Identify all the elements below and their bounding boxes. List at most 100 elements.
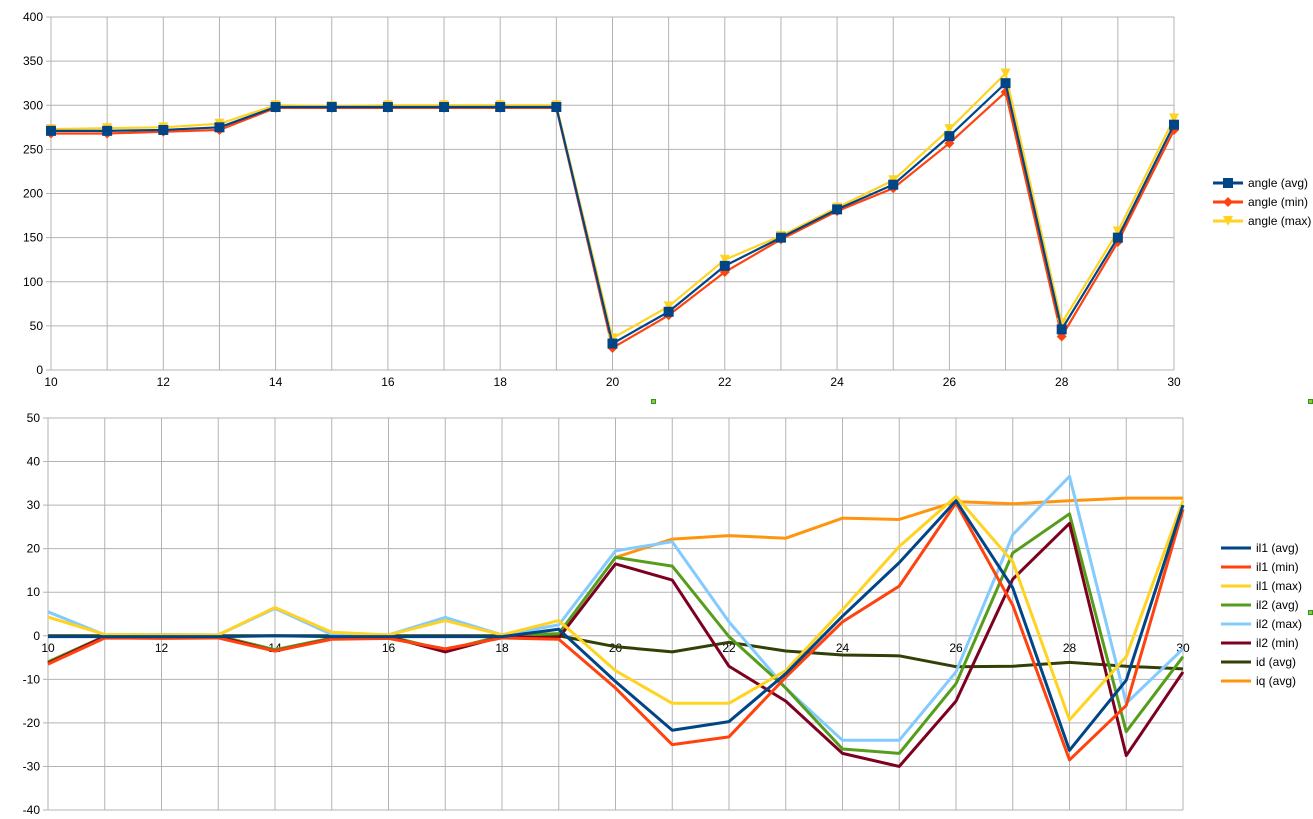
data-point	[1000, 68, 1011, 79]
data-point	[663, 301, 674, 312]
x-tick-label: 18	[494, 375, 508, 389]
x-tick-label: 26	[949, 641, 963, 655]
legend-item: il2 (avg)	[1221, 598, 1299, 612]
legend-item: il2 (max)	[1221, 617, 1302, 631]
x-tick-label: 22	[718, 375, 732, 389]
data-point	[1169, 119, 1179, 130]
x-tick-label: 16	[381, 375, 395, 389]
legend-label: il1 (max)	[1256, 579, 1302, 593]
x-tick-label: 16	[382, 641, 396, 655]
grid	[46, 16, 1175, 371]
y-tick-label: 200	[23, 187, 43, 201]
y-tick-label: 100	[23, 275, 43, 289]
y-tick-label: 250	[23, 142, 43, 156]
legend-item: il1 (avg)	[1221, 541, 1299, 555]
y-tick-label: 10	[27, 585, 41, 599]
selection-handle[interactable]	[1308, 399, 1313, 404]
legend-label: angle (max)	[1248, 214, 1311, 228]
data-point	[1112, 226, 1123, 237]
legend: il1 (avg) il1 (min) il1 (max) il2 (avg) il2 …	[1221, 541, 1302, 688]
data-point	[1056, 324, 1067, 335]
legend-item: il1 (max)	[1221, 579, 1302, 593]
data-point	[551, 102, 562, 113]
series-angle-avg-	[46, 78, 1179, 349]
angle-chart[interactable]: 0 50 100 150 200 250 300 350 400 10 12 14 16 18 20 22 24…	[0, 0, 1313, 400]
legend-item: il1 (min)	[1221, 560, 1299, 574]
y-tick-label: 40	[27, 455, 41, 469]
data-point	[832, 204, 843, 215]
data-point	[944, 131, 955, 142]
data-point	[1112, 232, 1123, 243]
data-point	[888, 179, 899, 190]
legend-marker	[1223, 197, 1233, 207]
x-tick-label: 24	[836, 641, 850, 655]
legend-label: iq (avg)	[1256, 674, 1296, 688]
legend-item: angle (avg)	[1213, 176, 1308, 190]
y-tick-label: 30	[27, 498, 41, 512]
y-tick-label: 50	[27, 411, 41, 425]
series-line	[47, 501, 1185, 762]
data-point	[214, 122, 225, 133]
series-il1-avg-	[48, 499, 1185, 752]
x-tick-label: 12	[155, 641, 169, 655]
legend-label: angle (min)	[1248, 195, 1308, 209]
y-tick-label: 350	[23, 54, 43, 68]
x-tick-label: 26	[943, 375, 957, 389]
y-tick-label: 400	[23, 10, 43, 24]
y-tick-label: -10	[23, 672, 41, 686]
legend-label: il2 (min)	[1256, 636, 1299, 650]
legend-label: il2 (max)	[1256, 617, 1302, 631]
data-point	[607, 338, 618, 349]
y-tick-label: 0	[36, 363, 43, 377]
data-point	[270, 102, 281, 113]
x-tick-label: 24	[830, 375, 844, 389]
y-tick-label: 150	[23, 231, 43, 245]
data-point	[719, 254, 730, 265]
y-tick-label: 0	[33, 629, 40, 643]
series-il1-max-	[47, 494, 1185, 722]
data-point	[158, 124, 169, 135]
data-point	[1169, 124, 1179, 135]
y-tick-label: 20	[27, 542, 41, 556]
data-point	[663, 306, 674, 317]
data-point	[495, 102, 506, 113]
legend-marker	[1223, 216, 1233, 226]
data-point	[719, 260, 730, 271]
y-tick-label: 300	[23, 98, 43, 112]
legend-label: il1 (avg)	[1256, 541, 1299, 555]
legend-item: angle (max)	[1213, 214, 1311, 228]
x-tick-label: 30	[1167, 375, 1181, 389]
series-il1-min-	[47, 501, 1185, 762]
x-tick-label: 12	[157, 375, 171, 389]
legend-label: il1 (min)	[1256, 560, 1299, 574]
data-point	[1169, 113, 1179, 124]
selection-handle[interactable]	[1308, 610, 1313, 615]
legend: angle (avg) angle (min) angle (max)	[1213, 176, 1311, 228]
selection-handle[interactable]	[651, 399, 656, 404]
x-tick-label: 10	[41, 641, 55, 655]
x-tick-label: 10	[44, 375, 58, 389]
data-point	[382, 102, 393, 113]
data-point	[46, 125, 56, 136]
x-tick-label: 18	[495, 641, 509, 655]
data-point	[102, 125, 113, 136]
legend-item: iq (avg)	[1221, 674, 1296, 688]
legend-item: il2 (min)	[1221, 636, 1299, 650]
legend-marker	[1223, 178, 1233, 188]
x-tick-label: 28	[1063, 641, 1077, 655]
series-iq-avg-	[615, 496, 1183, 559]
y-tick-label: -30	[23, 759, 41, 773]
data-point	[326, 102, 337, 113]
legend-label: id (avg)	[1256, 655, 1296, 669]
legend-label: il2 (avg)	[1256, 598, 1299, 612]
grid	[43, 417, 1184, 811]
data-point	[1000, 78, 1011, 89]
y-tick-label: -20	[23, 716, 41, 730]
x-tick-label: 28	[1055, 375, 1069, 389]
data-point	[439, 102, 450, 113]
data-point	[775, 232, 786, 243]
series-line	[48, 499, 1185, 752]
x-tick-label: 14	[269, 375, 283, 389]
